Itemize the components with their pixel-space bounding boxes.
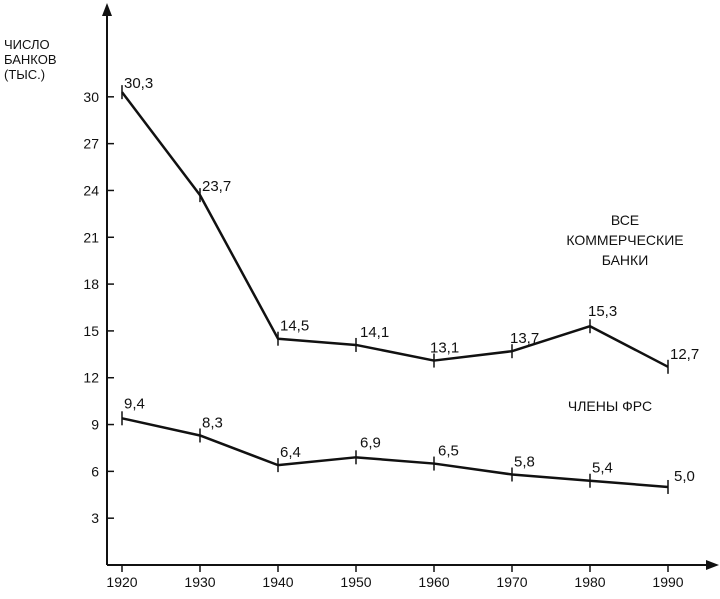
data-labels: 30,3 23,7 14,5 14,1 13,1 13,7 15,3 12,7 ВСЕ КОММЕ… bbox=[124, 75, 699, 485]
data-label: 6,9 bbox=[360, 434, 381, 451]
data-label: 9,4 bbox=[124, 395, 145, 412]
series-line bbox=[121, 91, 669, 368]
x-tick-label: 1970 bbox=[496, 574, 527, 590]
y-tick-label: 15 bbox=[83, 323, 99, 339]
x-tick-label: 1950 bbox=[340, 574, 371, 590]
x-tick-label: 1960 bbox=[418, 574, 449, 590]
x-tick-label: 1940 bbox=[262, 574, 293, 590]
y-tick-label: 27 bbox=[83, 136, 99, 152]
data-label: 5,0 bbox=[674, 468, 695, 485]
y-axis-title-line: ЧИСЛО bbox=[4, 37, 50, 52]
y-tick-label: 12 bbox=[83, 370, 99, 386]
y-tick-label: 24 bbox=[83, 182, 99, 198]
data-label: 23,7 bbox=[202, 178, 231, 195]
x-tick-label: 1990 bbox=[652, 574, 683, 590]
series-name-label: БАНКИ bbox=[602, 252, 649, 268]
series-name-label: КОММЕРЧЕСКИЕ bbox=[566, 232, 683, 248]
axes: 3 6 9 12 15 18 21 24 27 30 1920 1930 1940 1950 1960 197… bbox=[83, 3, 719, 590]
data-label: 30,3 bbox=[124, 75, 153, 92]
y-tick-label: 18 bbox=[83, 276, 99, 292]
x-tick-label: 1930 bbox=[184, 574, 215, 590]
x-tick-label: 1980 bbox=[574, 574, 605, 590]
data-label: 15,3 bbox=[588, 303, 617, 320]
series-1 bbox=[121, 85, 669, 374]
series-group bbox=[121, 85, 669, 494]
data-label: 6,4 bbox=[280, 444, 301, 461]
data-label: 13,1 bbox=[430, 340, 459, 357]
y-tick-label: 21 bbox=[83, 229, 99, 245]
data-label: 14,1 bbox=[360, 324, 389, 341]
y-tick-label: 30 bbox=[83, 89, 99, 105]
data-label: 13,7 bbox=[510, 330, 539, 347]
y-axis-title-line: БАНКОВ bbox=[4, 52, 57, 67]
y-axis-title-line: (ТЫС.) bbox=[4, 67, 45, 82]
series-name-label: ЧЛЕНЫ ФРС bbox=[568, 398, 652, 414]
series-2 bbox=[121, 411, 669, 494]
y-axis-arrow bbox=[102, 3, 112, 16]
y-tick-label: 9 bbox=[91, 417, 99, 433]
x-tick-label: 1920 bbox=[106, 574, 137, 590]
y-tick-label: 3 bbox=[91, 510, 99, 526]
data-label: 5,8 bbox=[514, 453, 535, 470]
series-line bbox=[121, 417, 669, 489]
data-label: 8,3 bbox=[202, 414, 223, 431]
data-label: 6,5 bbox=[438, 443, 459, 460]
data-label: 14,5 bbox=[280, 318, 309, 335]
x-axis-arrow bbox=[706, 560, 719, 570]
series-name-label: ВСЕ bbox=[611, 212, 639, 228]
data-label: 5,4 bbox=[592, 460, 613, 477]
y-tick-label: 6 bbox=[91, 463, 99, 479]
data-label: 12,7 bbox=[670, 346, 699, 363]
